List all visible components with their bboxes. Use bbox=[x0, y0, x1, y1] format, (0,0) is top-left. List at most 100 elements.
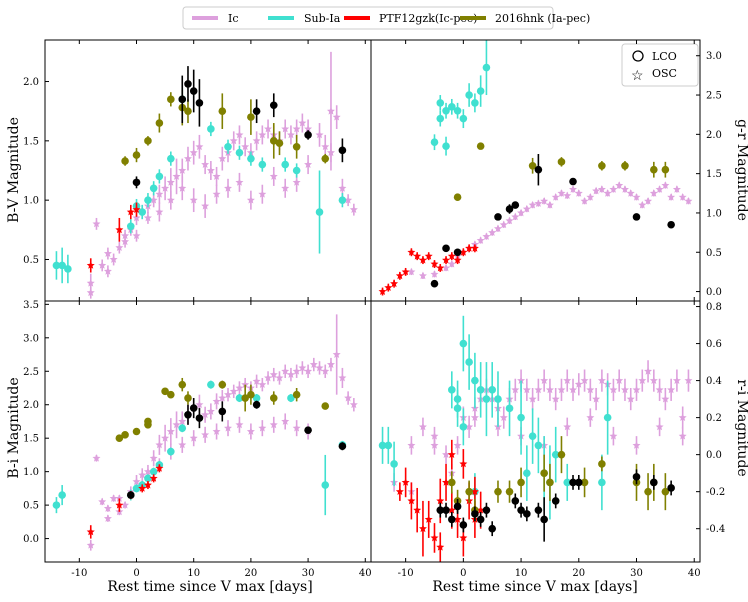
point-lco bbox=[511, 201, 520, 209]
point-2016hnk bbox=[115, 434, 124, 442]
point-ic bbox=[235, 420, 244, 429]
point-2016hnk bbox=[144, 137, 152, 145]
point-ic bbox=[465, 422, 474, 431]
point-ic bbox=[224, 423, 233, 432]
legend-label-sub-ia: Sub-Ia bbox=[304, 12, 341, 25]
point-ic bbox=[344, 195, 353, 204]
point-ic bbox=[620, 185, 629, 193]
point-ic bbox=[540, 196, 549, 205]
point-ic bbox=[517, 376, 526, 384]
point-sub-ia bbox=[465, 358, 473, 366]
point-lco bbox=[269, 101, 278, 110]
point-lco bbox=[252, 107, 261, 115]
point-sub-ia bbox=[178, 424, 187, 432]
point-2016hnk bbox=[580, 478, 589, 487]
point-sub-ia bbox=[448, 103, 456, 111]
point-ic bbox=[304, 124, 313, 133]
point-ic bbox=[252, 136, 261, 145]
point-ic bbox=[252, 377, 261, 385]
point-ic bbox=[626, 394, 635, 403]
point-ic bbox=[98, 261, 107, 269]
y-tick-label: 1.0 bbox=[23, 196, 39, 207]
point-ptf12gzk bbox=[470, 244, 479, 252]
point-2016hnk bbox=[546, 478, 554, 487]
point-ic bbox=[286, 130, 295, 139]
point-ic bbox=[224, 184, 233, 192]
point-lco bbox=[442, 506, 450, 514]
point-sub-ia bbox=[436, 99, 445, 107]
panel-gr: 0.0 0.5 1.0 1.5 2.0 2.5 3.0 bbox=[370, 39, 722, 302]
point-sub-ia bbox=[224, 142, 232, 151]
y-tick-label: 0.4 bbox=[706, 376, 722, 387]
point-ic bbox=[189, 195, 198, 204]
point-ic bbox=[615, 376, 624, 384]
point-ic bbox=[235, 178, 244, 186]
x-axis-label-right: Rest time since V max [days] bbox=[432, 579, 637, 595]
point-ic bbox=[103, 249, 112, 257]
point-ptf12gzk bbox=[149, 474, 158, 482]
point-ic bbox=[534, 385, 543, 394]
point-ic bbox=[281, 124, 290, 133]
y-tick-label: 2.0 bbox=[23, 400, 39, 411]
point-ptf12gzk bbox=[436, 542, 445, 551]
point-ptf12gzk bbox=[86, 261, 95, 269]
point-ic bbox=[155, 440, 164, 449]
point-ptf12gzk bbox=[447, 251, 456, 260]
point-ic bbox=[115, 243, 124, 252]
point-2016hnk bbox=[557, 450, 566, 459]
y-axis-label-gr: g-r Magnitude bbox=[734, 119, 748, 221]
point-ic bbox=[241, 142, 250, 151]
point-sub-ia bbox=[505, 404, 514, 413]
point-2016hnk bbox=[247, 113, 255, 121]
point-ic bbox=[511, 212, 520, 221]
y-tick-label: 2.0 bbox=[706, 130, 722, 141]
point-sub-ia bbox=[247, 154, 255, 163]
point-ic bbox=[672, 185, 681, 193]
data-layer bbox=[52, 51, 358, 299]
point-ic bbox=[206, 166, 215, 174]
point-ic bbox=[453, 441, 462, 449]
point-lco bbox=[436, 506, 445, 514]
point-lco bbox=[453, 502, 462, 511]
point-lco bbox=[650, 478, 658, 487]
point-lco bbox=[126, 491, 135, 499]
point-ic bbox=[418, 422, 427, 431]
point-ptf12gzk bbox=[447, 450, 456, 459]
y-tick-label: -0.2 bbox=[706, 487, 725, 498]
point-ic bbox=[644, 367, 653, 375]
point-lco bbox=[632, 473, 641, 481]
point-ic bbox=[407, 441, 416, 449]
point-lco bbox=[184, 80, 192, 88]
point-sub-ia bbox=[378, 441, 387, 450]
point-ic bbox=[540, 376, 549, 384]
point-sub-ia bbox=[235, 148, 244, 157]
point-ic bbox=[143, 213, 152, 222]
point-lco bbox=[448, 515, 456, 524]
point-2016hnk bbox=[218, 380, 227, 389]
point-ic bbox=[298, 118, 307, 127]
point-ic bbox=[103, 514, 112, 522]
x-tick-label: 30 bbox=[630, 568, 643, 579]
point-lco bbox=[482, 506, 491, 514]
point-sub-ia bbox=[482, 63, 491, 72]
legend: Ic Sub-Ia PTF12gzk(Ic-pec) 2016hnk (Ia-p… bbox=[182, 6, 590, 30]
point-ic bbox=[592, 186, 601, 195]
point-ic bbox=[557, 385, 566, 394]
point-sub-ia bbox=[471, 376, 479, 385]
point-ic bbox=[183, 154, 192, 163]
point-2016hnk bbox=[661, 165, 670, 174]
point-ic bbox=[609, 185, 618, 193]
point-2016hnk bbox=[275, 139, 284, 148]
point-ptf12gzk bbox=[86, 527, 95, 536]
y-tick-label: 2.0 bbox=[23, 77, 39, 88]
panel-frame bbox=[44, 39, 372, 302]
point-sub-ia bbox=[465, 91, 473, 99]
point-2016hnk bbox=[598, 161, 606, 170]
point-ic bbox=[321, 367, 330, 375]
point-sub-ia bbox=[138, 208, 147, 216]
x-tick-label: 40 bbox=[688, 568, 701, 579]
point-ptf12gzk bbox=[132, 205, 141, 214]
point-lco bbox=[517, 506, 525, 514]
point-sub-ia bbox=[390, 460, 398, 468]
point-sub-ia bbox=[430, 138, 439, 146]
